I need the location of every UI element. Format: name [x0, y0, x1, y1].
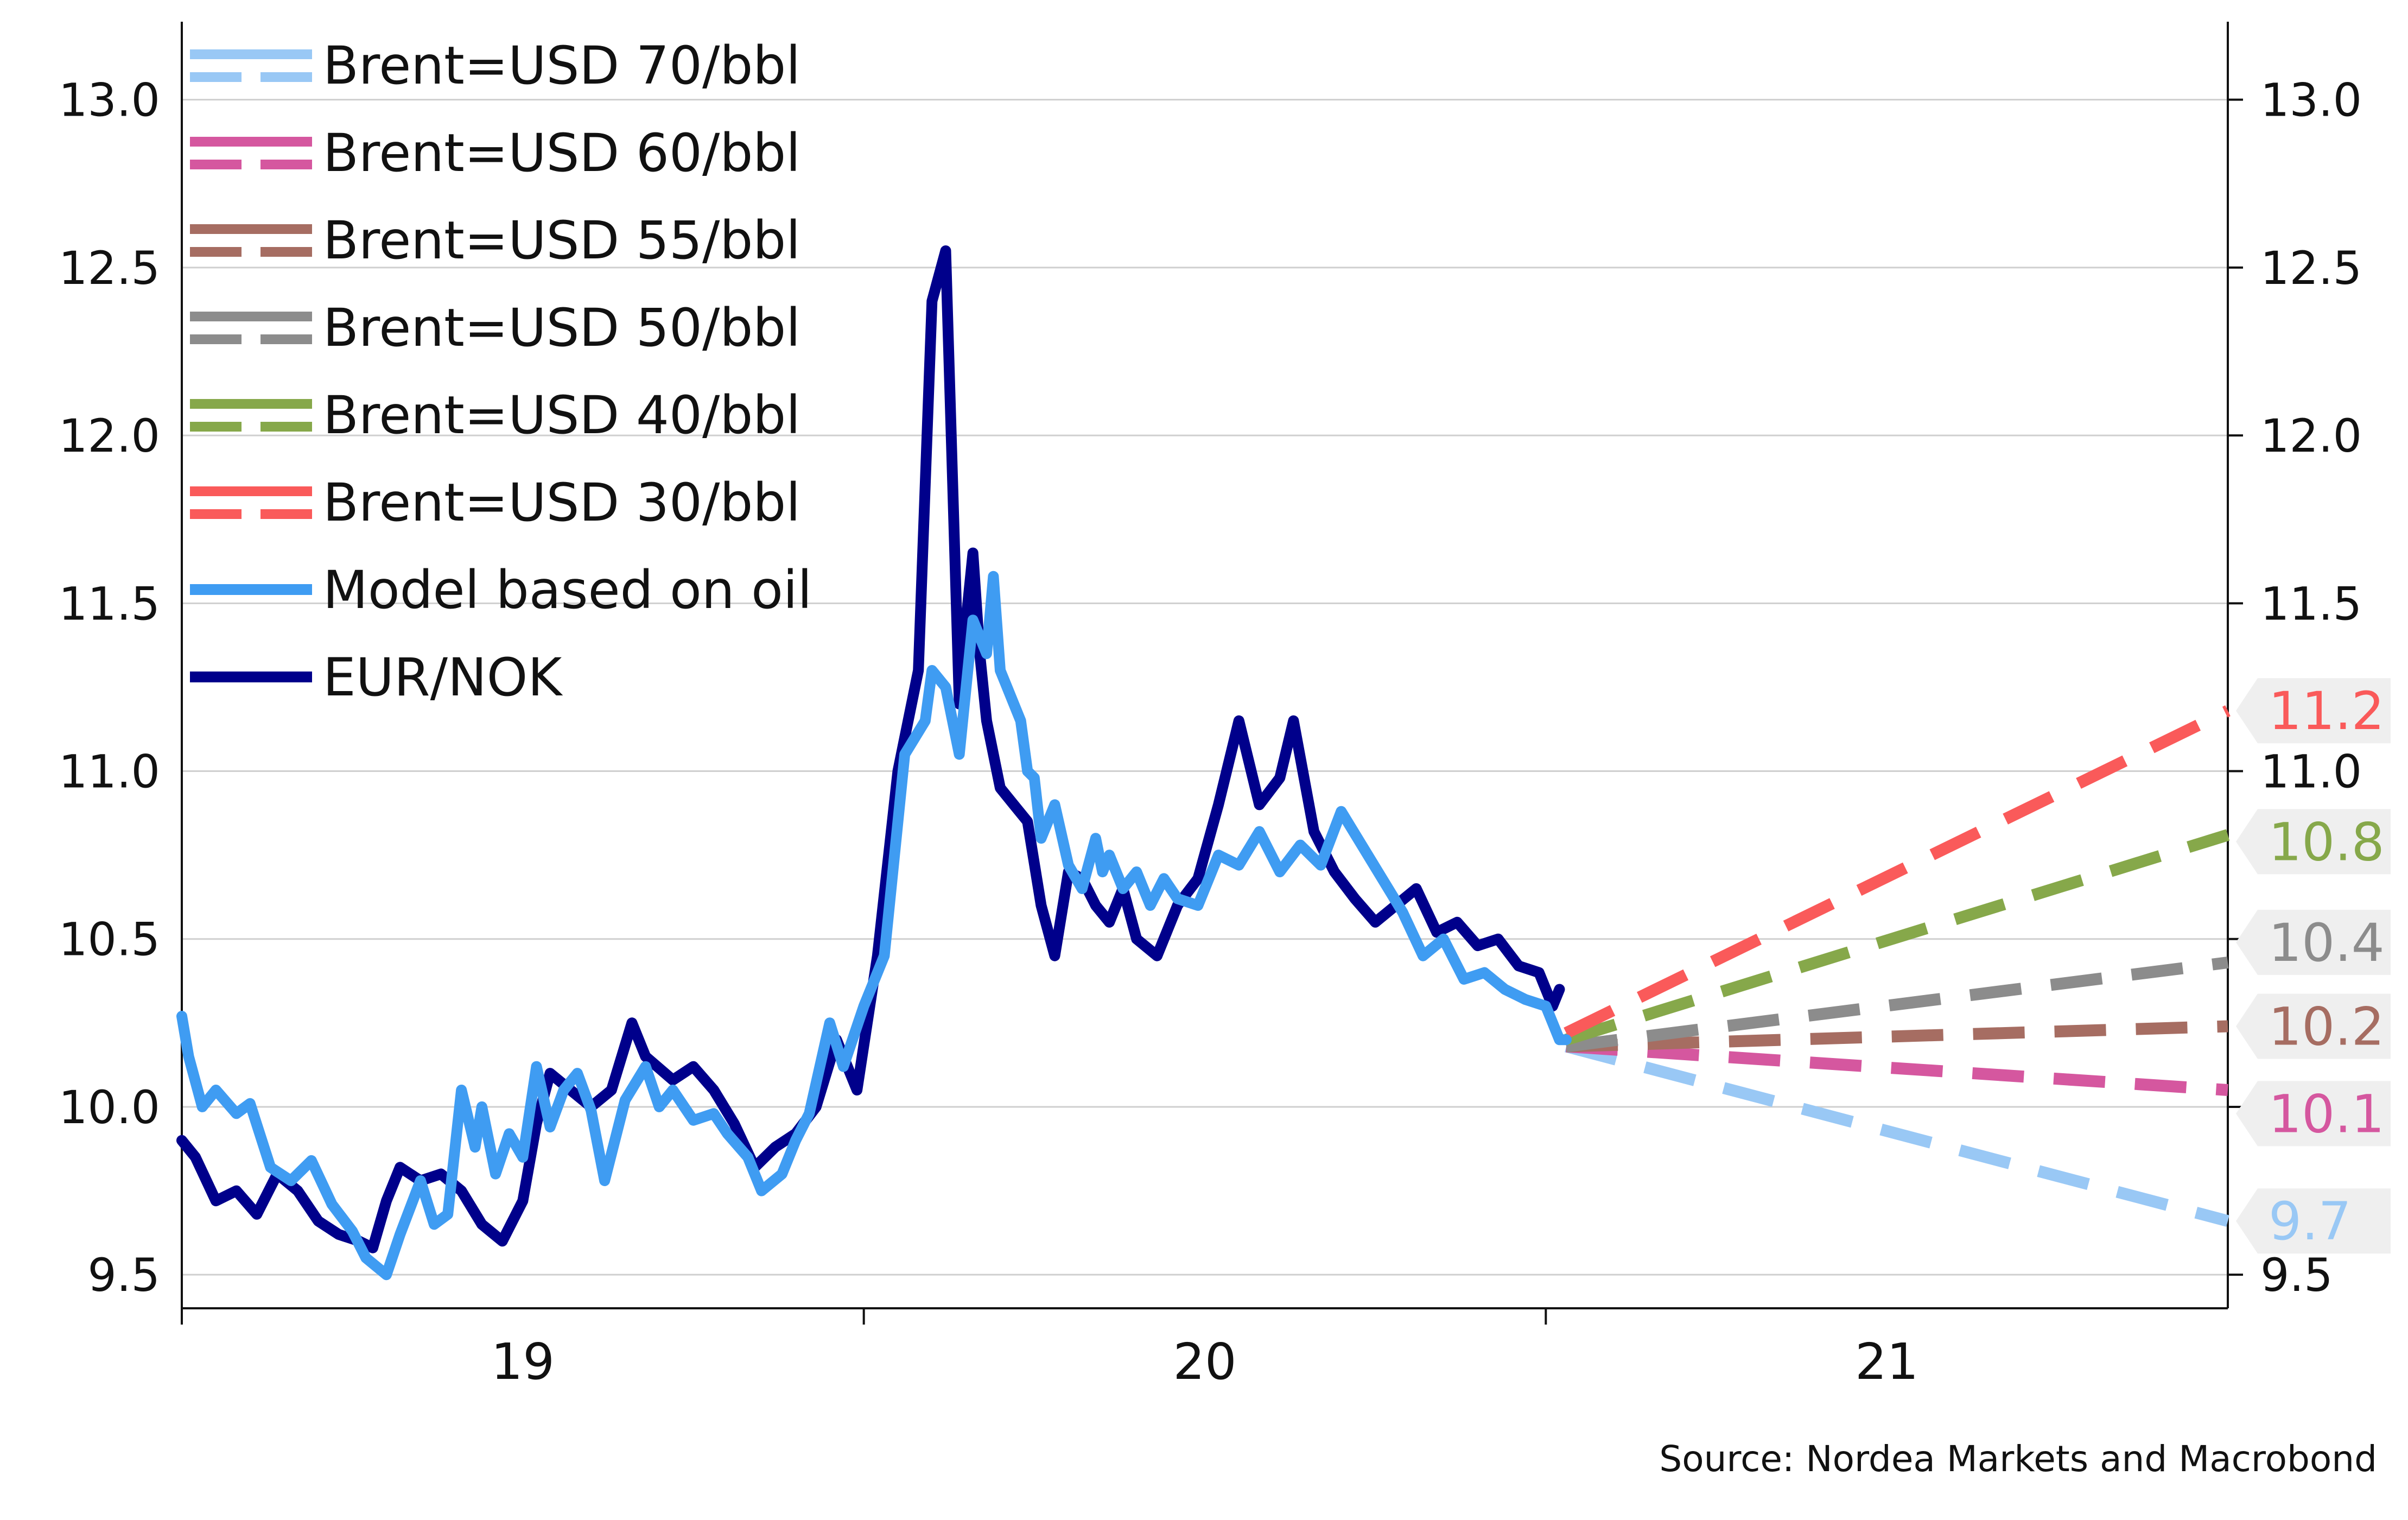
end-value-label: 11.2: [2269, 681, 2385, 742]
legend-entry: Brent=USD 40/bbl: [190, 385, 800, 446]
end-label-tag: [2236, 993, 2391, 1059]
end-label-tag: [2236, 909, 2391, 975]
end-value-label: 9.7: [2269, 1191, 2352, 1252]
legend-label: Brent=USD 60/bbl: [323, 123, 800, 183]
series-line-brent-usd-50-bbl: [1565, 957, 2229, 1053]
y-tick-label-right: 12.5: [2260, 242, 2362, 295]
end-label-tag: [2236, 678, 2391, 744]
legend-label: Model based on oil: [323, 560, 812, 620]
x-tick-label: 20: [1173, 1333, 1236, 1391]
y-tick-label-left: 11.5: [59, 577, 160, 630]
legend-entry: EUR/NOK: [190, 647, 563, 708]
series-line-brent-usd-70-bbl: [1565, 1040, 2229, 1227]
grid-lines: [182, 99, 2228, 1276]
end-value-label: 10.8: [2269, 812, 2385, 872]
y-tick-label-left: 12.5: [59, 242, 160, 295]
legend-entry: Brent=USD 60/bbl: [190, 123, 800, 183]
legend-label: Brent=USD 70/bbl: [323, 35, 800, 96]
y-tick-label-right: 13.0: [2260, 74, 2362, 127]
end-label-tag: [2236, 809, 2391, 875]
y-tick-label-right: 9.5: [2260, 1249, 2333, 1302]
y-tick-label-left: 13.0: [59, 74, 160, 127]
legend-label: Brent=USD 40/bbl: [323, 385, 800, 446]
end-label-tag: [2236, 1081, 2391, 1147]
legend-label: Brent=USD 55/bbl: [323, 210, 800, 271]
end-value-label: 10.1: [2269, 1084, 2385, 1144]
legend-entry: Brent=USD 50/bbl: [190, 297, 800, 358]
legend-label: Brent=USD 50/bbl: [323, 297, 800, 358]
y-tick-label-left: 10.0: [59, 1081, 160, 1134]
legend-label: EUR/NOK: [323, 647, 563, 708]
x-tick-label: 19: [491, 1333, 555, 1391]
series-line-model-based-on-oil: [176, 571, 1572, 1281]
source-note: Source: Nordea Markets and Macrobond: [1659, 1438, 2377, 1480]
y-tick-label-left: 12.0: [59, 409, 160, 463]
series-line-brent-usd-55-bbl: [1566, 1020, 2228, 1053]
series-line-brent-usd-30-bbl: [1564, 705, 2231, 1038]
end-value-labels: 11.2 10.8 10.4 10.2 10.1 9.7: [2236, 678, 2391, 1254]
legend-label: Brent=USD 30/bbl: [323, 472, 800, 533]
y-tick-label-right: 11.5: [2260, 577, 2362, 630]
legend-entry: Brent=USD 70/bbl: [190, 35, 800, 96]
y-tick-label-right: 11.0: [2260, 745, 2362, 799]
end-value-label: 10.2: [2269, 997, 2385, 1057]
end-label-tag: [2236, 1188, 2391, 1254]
y-tick-label-right: 12.0: [2260, 409, 2362, 463]
series-line-brent-usd-40-bbl: [1564, 829, 2230, 1046]
series-lines: [176, 245, 2231, 1281]
y-tick-label-left: 10.5: [59, 913, 160, 966]
legend-entry: Brent=USD 55/bbl: [190, 210, 800, 271]
end-value-label: 10.4: [2269, 913, 2385, 973]
series-line-brent-usd-60-bbl: [1566, 1040, 2228, 1096]
legend: Brent=USD 70/bbl Brent=USD 60/bbl Brent=US…: [190, 35, 812, 708]
legend-entry: Brent=USD 30/bbl: [190, 472, 800, 533]
y-tick-label-left: 11.0: [59, 745, 160, 799]
x-tick-label: 21: [1855, 1333, 1918, 1391]
legend-entry: Model based on oil: [190, 560, 812, 620]
y-tick-label-left: 9.5: [87, 1249, 160, 1302]
